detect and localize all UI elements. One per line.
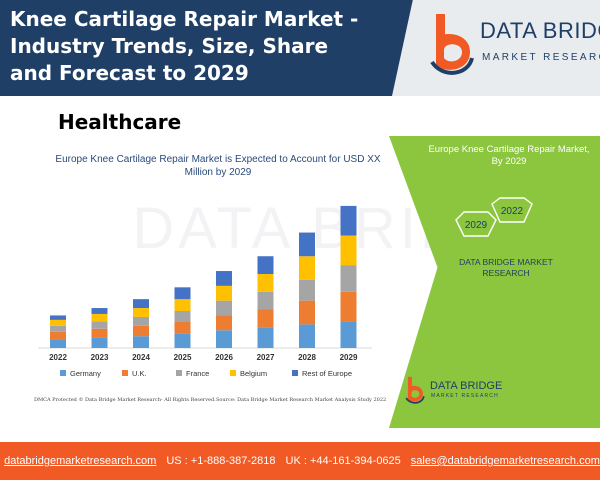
bar-2022-u-k- <box>50 331 66 340</box>
bar-2029-germany <box>340 321 357 348</box>
hex-2029-label: 2029 <box>465 220 488 231</box>
hex-2022-label: 2022 <box>501 206 524 217</box>
data-bridge-logo-icon <box>430 14 474 75</box>
legend-swatch <box>292 370 298 376</box>
footer-bar: databridgemarketresearch.com US : +1-888… <box>0 442 600 480</box>
bar-2022-belgium <box>50 319 66 326</box>
bar-2023-france <box>91 321 108 329</box>
bar-2023-belgium <box>91 313 108 322</box>
bar-2027-france <box>257 291 274 310</box>
legend-label: France <box>186 369 209 378</box>
legend-swatch <box>230 370 236 376</box>
bar-2025-belgium <box>174 299 191 311</box>
bar-2022-rest-of-europe <box>50 315 66 320</box>
stacked-bar-chart: 2022 2023 2024 2025 2026 2027 2028 2029 Germany U… <box>38 205 372 378</box>
page-title: Knee Cartilage Repair Market - Industry … <box>10 7 359 85</box>
uk-phone: UK : +44-161-394-0625 <box>285 455 401 467</box>
x-tick-label: 2024 <box>132 353 150 362</box>
bar-2028-u-k- <box>299 300 315 325</box>
panel-logo-text: DATA BRIDGE <box>430 380 503 392</box>
bar-2024-rest-of-europe <box>133 299 149 309</box>
dmca-note: DMCA Protected © Data Bridge Market Rese… <box>34 397 216 403</box>
bar-2027-rest-of-europe <box>257 256 274 274</box>
panel-logo-subtext: MARKET RESEARCH <box>431 393 499 399</box>
panel-brand: DATA BRIDGE MARKET RESEARCH <box>459 257 553 278</box>
email-link[interactable]: sales@databridgemarketresearch.com <box>410 455 600 467</box>
legend-swatch <box>60 370 66 376</box>
bar-2029-u-k- <box>340 291 357 322</box>
x-tick-label: 2028 <box>298 353 316 362</box>
legend-swatch <box>122 370 128 376</box>
logo-subtext: MARKET RESEARCH <box>482 52 600 63</box>
bar-2029-france <box>340 265 357 292</box>
bar-2027-u-k- <box>257 309 274 328</box>
us-phone: US : +1-888-387-2818 <box>166 455 276 467</box>
legend-label: Germany <box>70 369 101 378</box>
legend-label: U.K. <box>132 369 147 378</box>
x-tick-label: 2026 <box>215 353 233 362</box>
bar-2026-germany <box>216 330 232 348</box>
bar-2027-germany <box>257 327 274 348</box>
bar-2022-france <box>50 325 66 332</box>
x-tick-label: 2023 <box>91 353 109 362</box>
legend-label: Rest of Europe <box>302 369 352 378</box>
x-tick-label: 2027 <box>257 353 275 362</box>
bar-2023-rest-of-europe <box>91 308 108 314</box>
bar-2024-germany <box>133 336 149 348</box>
logo-text: DATA BRIDGE <box>480 18 600 43</box>
bar-2028-france <box>299 279 315 301</box>
year-hexagons: 2022 2029 <box>455 197 533 237</box>
bar-2024-france <box>133 316 149 326</box>
legend-swatch <box>176 370 182 376</box>
website-link[interactable]: databridgemarketresearch.com <box>4 455 157 467</box>
bar-2025-u-k- <box>174 321 191 334</box>
chart-title: Europe Knee Cartilage Repair Market is E… <box>55 154 381 178</box>
bar-2028-germany <box>299 324 315 348</box>
bar-2026-u-k- <box>216 315 232 331</box>
bar-2028-rest-of-europe <box>299 232 315 257</box>
bar-2024-u-k- <box>133 325 149 337</box>
x-tick-label: 2022 <box>49 353 67 362</box>
bar-2025-france <box>174 311 191 322</box>
bar-2026-rest-of-europe <box>216 271 232 286</box>
bar-2028-belgium <box>299 256 315 280</box>
bar-2024-belgium <box>133 308 149 317</box>
x-tick-label: 2029 <box>340 353 358 362</box>
bar-2026-france <box>216 300 232 316</box>
legend-label: Belgium <box>240 369 267 378</box>
hexagon-2029 <box>455 211 497 237</box>
panel-title: Europe Knee Cartilage Repair Market, By … <box>428 144 590 167</box>
panel-logo-icon <box>405 376 425 404</box>
logo-panel <box>392 0 600 96</box>
category-heading: Healthcare <box>58 110 182 134</box>
bar-2029-rest-of-europe <box>340 205 357 236</box>
hexagon-2022 <box>491 197 533 223</box>
bar-2027-belgium <box>257 274 274 292</box>
bar-2025-germany <box>174 333 191 348</box>
bar-2022-germany <box>50 339 66 348</box>
bar-2026-belgium <box>216 285 232 301</box>
bar-2023-germany <box>91 337 108 348</box>
x-tick-label: 2025 <box>174 353 192 362</box>
bar-2023-u-k- <box>91 328 108 338</box>
source-note: Source: Data Bridge Market Research Mark… <box>216 397 387 403</box>
bar-2025-rest-of-europe <box>174 287 191 300</box>
bar-2029-belgium <box>340 235 357 266</box>
